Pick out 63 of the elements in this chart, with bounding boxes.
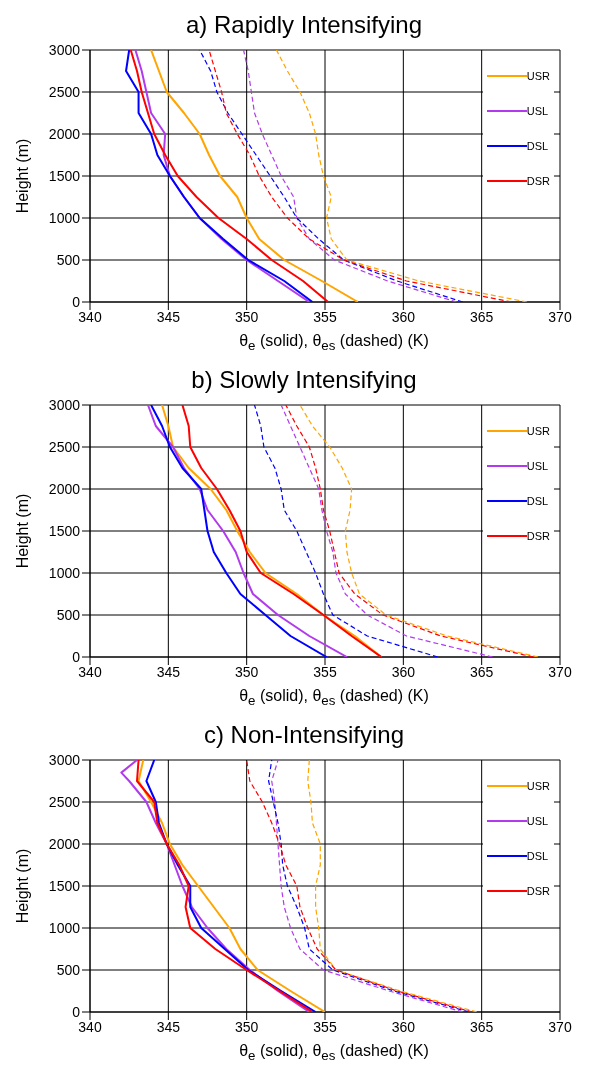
y-tick-label: 1000 bbox=[48, 920, 81, 937]
x-tick-label: 365 bbox=[469, 1019, 494, 1036]
legend-label: USR bbox=[526, 424, 550, 437]
legend-label: USL bbox=[526, 459, 549, 472]
x-tick-label: 370 bbox=[548, 308, 572, 325]
y-tick-label: 2000 bbox=[48, 125, 81, 142]
y-tick-label: 2500 bbox=[48, 794, 81, 811]
y-tick-label: 500 bbox=[56, 607, 81, 624]
legend-label: DSL bbox=[526, 139, 549, 152]
x-tick-label: 345 bbox=[156, 664, 181, 681]
y-tick-label: 0 bbox=[72, 1004, 81, 1021]
x-tick-label: 355 bbox=[313, 664, 337, 681]
chart-title: c) Non-Intensifying bbox=[202, 720, 406, 751]
y-tick-label: 0 bbox=[72, 293, 81, 310]
y-tick-label: 1500 bbox=[48, 523, 81, 540]
x-tick-label: 340 bbox=[78, 664, 102, 681]
x-tick-label: 355 bbox=[313, 308, 337, 325]
legend-label: DSR bbox=[526, 529, 550, 542]
x-tick-label: 360 bbox=[391, 1019, 416, 1036]
chart-title: b) Slowly Intensifying bbox=[190, 365, 418, 396]
y-tick-label: 2000 bbox=[48, 481, 81, 498]
x-tick-label: 340 bbox=[78, 1019, 102, 1036]
legend-label: DSR bbox=[526, 884, 550, 897]
y-axis-title: Height (m) bbox=[13, 138, 31, 214]
x-tick-label: 370 bbox=[548, 1019, 572, 1036]
x-tick-label: 350 bbox=[234, 664, 259, 681]
y-tick-label: 1000 bbox=[48, 209, 81, 226]
x-axis-title: θ$_{e}$ (solid), θ$_{es}$ (dashed) (K) bbox=[238, 332, 430, 354]
x-tick-label: 365 bbox=[469, 308, 494, 325]
y-tick-label: 0 bbox=[72, 649, 81, 666]
legend-label: USR bbox=[526, 69, 550, 82]
y-tick-label: 500 bbox=[56, 251, 81, 268]
x-tick-label: 350 bbox=[234, 1019, 259, 1036]
y-tick-label: 500 bbox=[56, 962, 81, 979]
x-tick-label: 345 bbox=[156, 1019, 181, 1036]
y-axis-title: Height (m) bbox=[13, 849, 31, 924]
x-axis-title: θ$_{e}$ (solid), θ$_{es}$ (dashed) (K) bbox=[238, 687, 430, 709]
legend-label: USL bbox=[526, 104, 549, 117]
chart-title: a) Rapidly Intensifying bbox=[184, 10, 424, 40]
x-tick-label: 355 bbox=[313, 1019, 337, 1036]
x-tick-label: 340 bbox=[78, 308, 102, 325]
x-tick-label: 365 bbox=[469, 664, 494, 681]
x-tick-label: 345 bbox=[156, 308, 181, 325]
y-tick-label: 2500 bbox=[48, 83, 81, 100]
y-tick-label: 1500 bbox=[48, 878, 81, 895]
legend-label: DSR bbox=[526, 174, 550, 187]
y-tick-label: 1500 bbox=[48, 167, 81, 184]
legend-label: USR bbox=[526, 779, 550, 792]
y-tick-label: 2000 bbox=[48, 836, 81, 853]
y-tick-label: 1000 bbox=[48, 565, 81, 582]
x-tick-label: 360 bbox=[391, 308, 416, 325]
y-tick-label: 3000 bbox=[48, 752, 81, 769]
legend-label: DSL bbox=[526, 494, 549, 507]
x-axis-title: θ$_{e}$ (solid), θ$_{es}$ (dashed) (K) bbox=[238, 1042, 430, 1064]
legend-label: USL bbox=[526, 814, 549, 827]
y-tick-label: 2500 bbox=[48, 439, 81, 456]
y-tick-label: 3000 bbox=[48, 41, 81, 58]
x-tick-label: 370 bbox=[548, 664, 572, 681]
x-tick-label: 360 bbox=[391, 664, 416, 681]
legend-label: DSL bbox=[526, 849, 549, 862]
y-tick-label: 3000 bbox=[48, 397, 81, 414]
x-tick-label: 350 bbox=[234, 308, 259, 325]
y-axis-title: Height (m) bbox=[13, 493, 31, 569]
